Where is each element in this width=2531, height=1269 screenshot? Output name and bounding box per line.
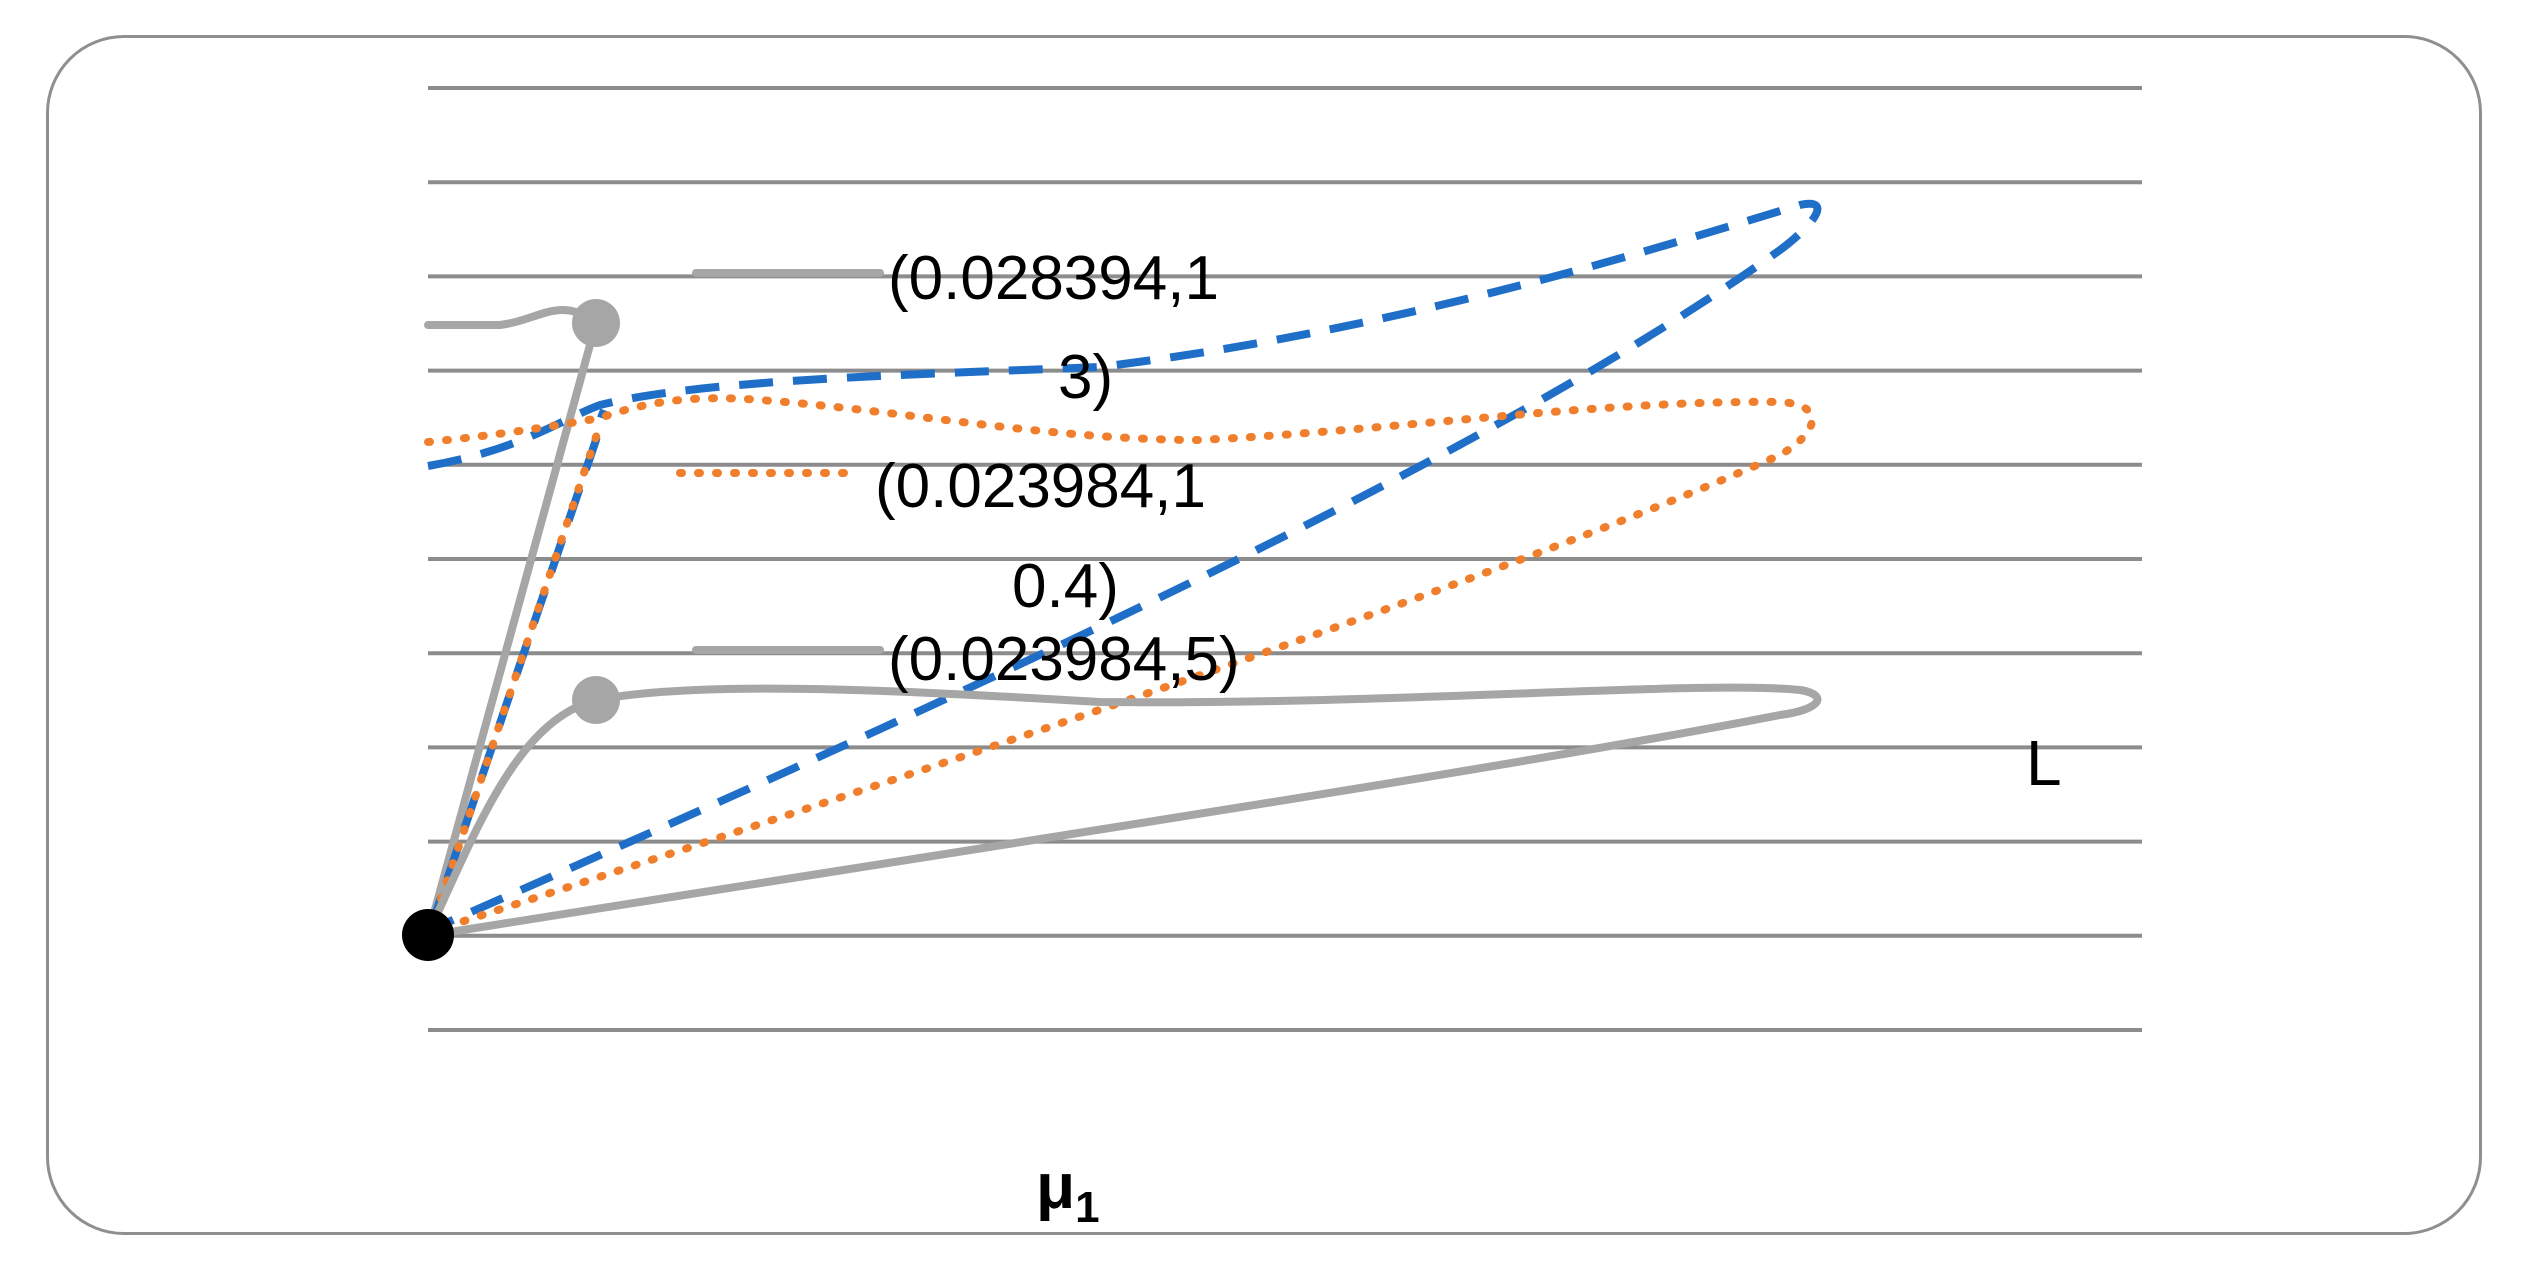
x-axis-label-subscript: 1 <box>1075 1183 1099 1232</box>
gray-upper-point <box>572 299 620 347</box>
gray-lower-point <box>572 676 620 724</box>
chart-frame <box>46 35 2482 1235</box>
series-gray-solid <box>426 683 1822 939</box>
annotation-1-line-2: 3) <box>1058 343 1113 412</box>
x-axis-label-main: μ <box>1036 1150 1075 1222</box>
gridlines <box>428 86 2142 1032</box>
gray-upper-leader <box>424 305 600 329</box>
annotation-1-line-1: (0.028394,1 <box>888 244 1219 313</box>
y-axis-label: L <box>2026 727 2062 799</box>
annotation-2-line-1: (0.023984,1 <box>875 452 1206 521</box>
annotation-3-line-1: (0.023984,5) <box>888 625 1240 694</box>
origin-point <box>402 909 454 961</box>
series-orange-dotted <box>423 394 1816 939</box>
x-axis-label: μ1 <box>1036 1150 1100 1232</box>
annotation-2-line-2: 0.4) <box>1012 552 1119 621</box>
